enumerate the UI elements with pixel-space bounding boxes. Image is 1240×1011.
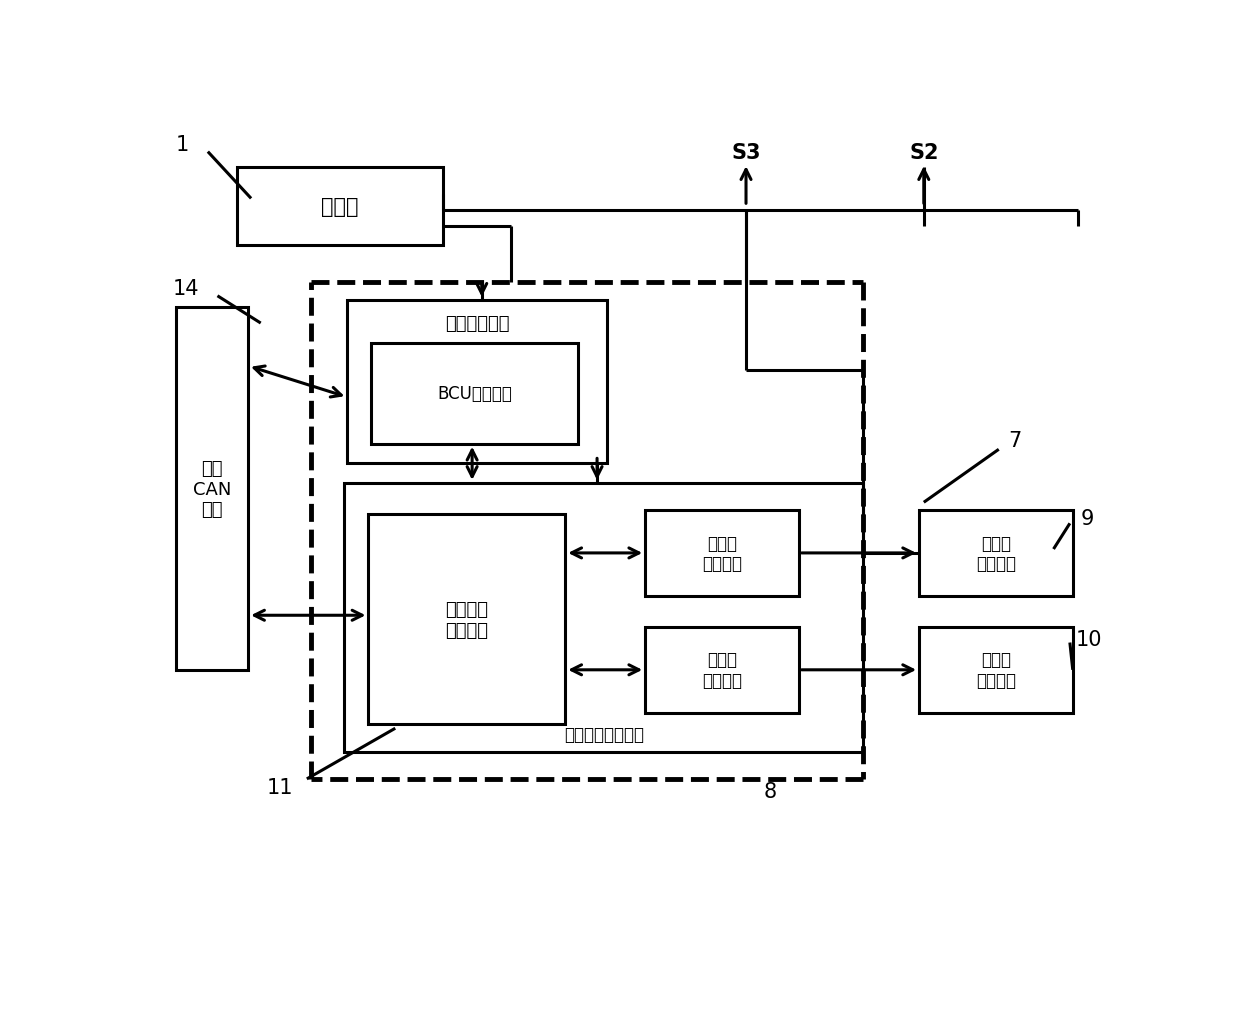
Text: 蓄电池: 蓄电池 [321,197,358,217]
Text: 1: 1 [175,134,188,155]
Text: S3: S3 [732,143,761,163]
Bar [345,483,863,752]
Text: 右电机
驱动模块: 右电机 驱动模块 [702,651,742,690]
Text: 14: 14 [172,279,198,298]
Bar [347,300,606,464]
Text: 11: 11 [267,776,293,797]
Text: 9: 9 [1080,509,1094,529]
Text: BCU控制模块: BCU控制模块 [436,385,512,402]
Text: 左卡钳
执行机构: 左卡钳 执行机构 [976,534,1016,573]
Text: 8: 8 [764,780,776,801]
Text: 左电机
驱动模块: 左电机 驱动模块 [702,534,742,573]
Text: 右卡钳
执行机构: 右卡钳 执行机构 [976,651,1016,690]
Text: 冗余驻车控制单元: 冗余驻车控制单元 [564,726,644,744]
Bar [645,511,799,596]
Bar [645,627,799,713]
Bar [371,343,578,445]
Bar [176,308,248,670]
Text: 7: 7 [1008,431,1022,451]
Text: 其它控制单元: 其它控制单元 [445,314,510,333]
Bar [368,515,565,725]
Text: 车身
CAN
总线: 车身 CAN 总线 [193,459,232,519]
Text: S2: S2 [909,143,939,163]
Bar [919,627,1073,713]
Text: 冗余驻车
控制模块: 冗余驻车 控制模块 [445,601,489,639]
Text: 10: 10 [1076,629,1102,649]
Bar [237,168,444,246]
Bar [919,511,1073,596]
